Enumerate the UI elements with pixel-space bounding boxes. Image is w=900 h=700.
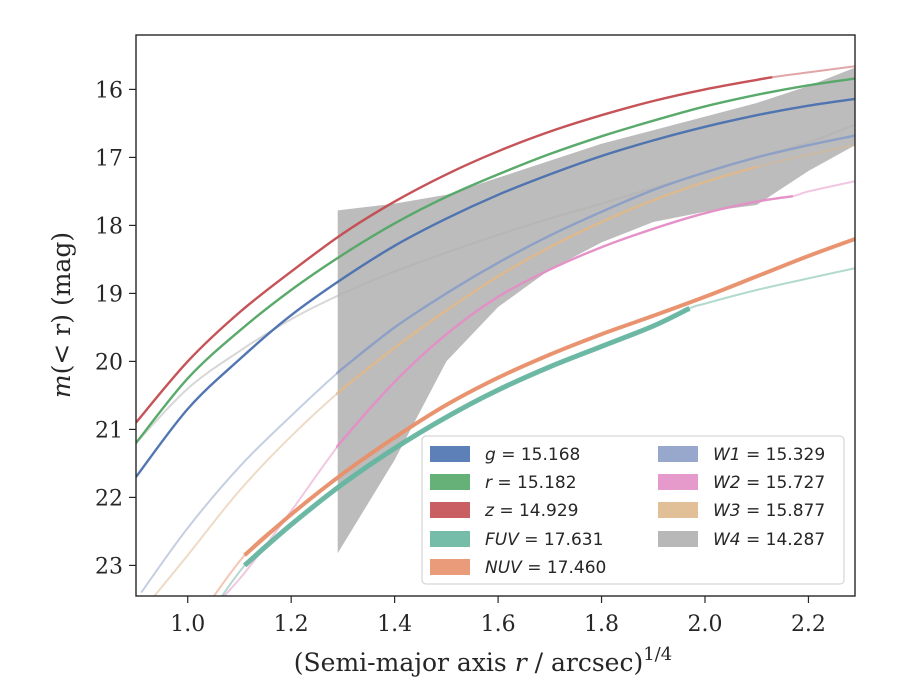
legend-label-w3: W3 = 15.877 — [713, 501, 825, 521]
x-axis-title-main: (Semi-major axis — [294, 648, 515, 677]
profile-line-w2 — [335, 195, 794, 448]
x-tick-label: 2.2 — [791, 612, 826, 637]
y-tick-label: 17 — [95, 146, 123, 171]
y-axis-title-tail: (< r) (mag) — [47, 232, 76, 374]
legend-swatch-w4 — [658, 531, 698, 547]
x-axis-title: (Semi-major axis r / arcsec)1/4 — [294, 644, 672, 677]
y-tick-label: 20 — [95, 350, 123, 375]
legend: g = 15.168 r = 15.182 z = 14.929 FUV = 17.6… — [421, 435, 845, 585]
legend-swatch-fuv — [430, 531, 470, 547]
band-w4 — [337, 67, 855, 554]
y-tick-label: 23 — [95, 554, 123, 579]
legend-label-w4: W4 = 14.287 — [713, 530, 825, 550]
legend-swatch-w3 — [658, 502, 698, 518]
legend-swatch-g — [430, 446, 470, 462]
y-tick-label: 16 — [95, 78, 123, 103]
x-tick-label: 1.0 — [170, 612, 205, 637]
legend-box — [421, 435, 845, 585]
y-axis-title-main: m — [47, 374, 76, 398]
y-tick-label: 21 — [95, 418, 123, 443]
legend-swatch-r — [430, 474, 470, 490]
profile-line-nuv — [243, 237, 855, 557]
y-tick-label: 22 — [95, 486, 123, 511]
legend-label-r: r = 15.182 — [485, 473, 577, 493]
y-axis: 16 17 18 19 20 21 22 23 — [95, 78, 136, 579]
x-axis-title-tail: / arcsec) — [527, 648, 644, 677]
band-layer — [337, 67, 855, 554]
legend-swatch-z — [430, 502, 470, 518]
legend-label-nuv: NUV = 17.460 — [485, 558, 606, 578]
profile-line-fuv — [242, 306, 691, 568]
x-tick-label: 1.6 — [481, 612, 516, 637]
plot-frame — [135, 34, 856, 597]
legend-swatch-nuv — [430, 559, 470, 575]
y-tick-label: 18 — [95, 214, 123, 239]
profile-layer — [136, 76, 855, 568]
x-axis: 1.0 1.2 1.4 1.6 1.8 2.0 2.2 — [170, 596, 826, 637]
x-axis-title-exponent: 1/4 — [643, 644, 672, 665]
profile-line-z — [136, 76, 773, 424]
legend-label-fuv: FUV = 17.631 — [485, 530, 603, 550]
profile-line-w3 — [335, 165, 758, 395]
x-axis-title-var: r — [515, 648, 529, 677]
x-tick-label: 1.2 — [274, 612, 309, 637]
y-axis-title: m(< r) (mag) — [47, 232, 76, 398]
legend-label-g: g = 15.168 — [485, 445, 580, 465]
x-tick-label: 1.8 — [584, 612, 619, 637]
x-tick-label: 1.4 — [377, 612, 412, 637]
profile-line-w1 — [335, 134, 855, 375]
y-tick-label: 19 — [95, 282, 123, 307]
x-tick-label: 2.0 — [687, 612, 722, 637]
profile-line-r — [136, 77, 855, 444]
legend-label-w1: W1 = 15.329 — [713, 445, 825, 465]
legend-label-w2: W2 = 15.727 — [713, 473, 825, 493]
legend-label-z: z = 14.929 — [484, 501, 578, 521]
profile-line-g — [136, 97, 855, 478]
legend-swatch-w2 — [658, 474, 698, 490]
legend-swatch-w1 — [658, 446, 698, 462]
